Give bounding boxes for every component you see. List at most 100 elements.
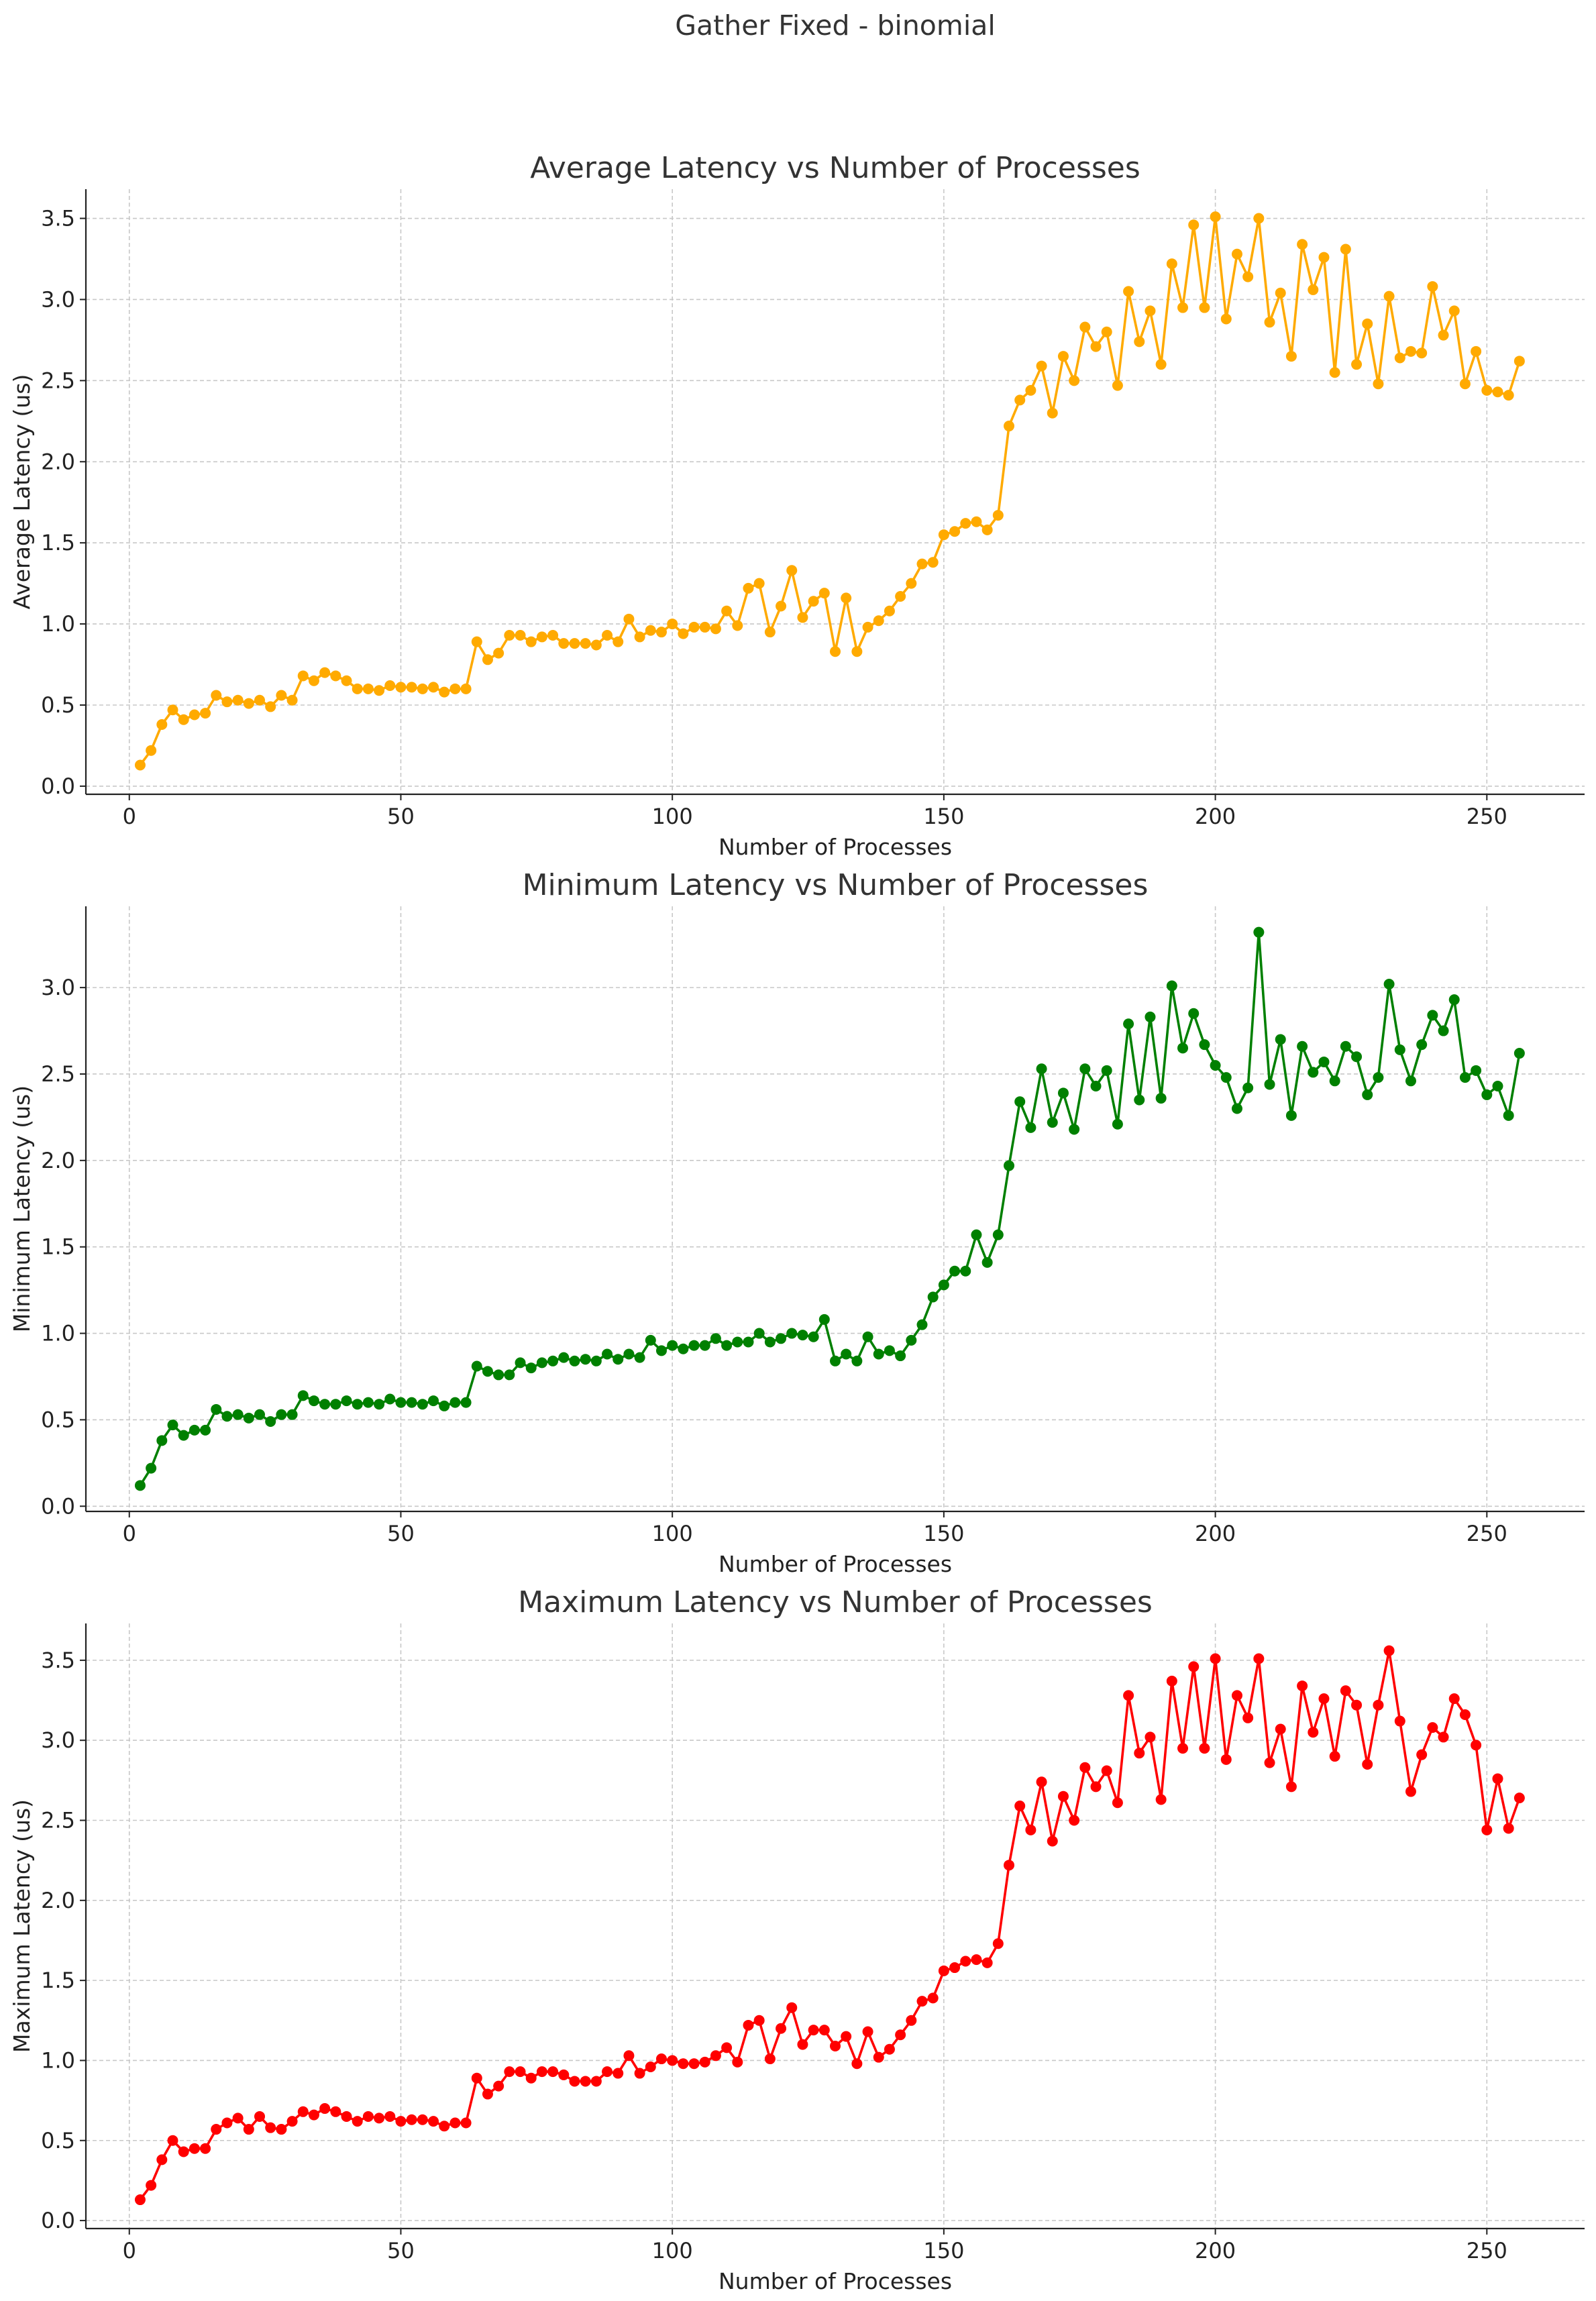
data-point xyxy=(1503,1823,1514,1834)
data-point xyxy=(1220,1754,1232,1765)
data-point xyxy=(569,2076,580,2087)
data-point xyxy=(449,683,461,694)
data-point xyxy=(786,2002,798,2013)
data-point xyxy=(764,1336,776,1348)
y-tick-label: 2.5 xyxy=(41,368,75,393)
data-point xyxy=(1014,1801,1026,1812)
data-point xyxy=(1438,329,1449,341)
data-point xyxy=(753,578,765,589)
data-point xyxy=(362,1397,374,1408)
data-point xyxy=(1513,356,1525,367)
data-point xyxy=(1057,1087,1069,1099)
data-point xyxy=(688,1340,700,1351)
y-tick-label: 2.0 xyxy=(41,1148,75,1173)
data-point xyxy=(341,2110,352,2122)
x-tick-label: 50 xyxy=(387,2238,415,2263)
data-point xyxy=(178,2146,189,2157)
data-point xyxy=(1101,1765,1112,1776)
y-tick-label: 1.5 xyxy=(41,530,75,555)
data-point xyxy=(841,2031,852,2042)
data-point xyxy=(211,2124,222,2135)
data-point xyxy=(1340,244,1351,255)
data-point xyxy=(482,1366,493,1377)
data-point xyxy=(146,1462,157,1474)
data-point xyxy=(341,1395,352,1407)
data-point xyxy=(406,682,417,693)
data-point xyxy=(862,2026,873,2037)
data-point xyxy=(938,1965,949,1976)
data-point xyxy=(655,2053,667,2065)
data-point xyxy=(1155,1794,1167,1805)
x-tick-label: 250 xyxy=(1467,1521,1507,1546)
data-point xyxy=(678,628,689,639)
data-point xyxy=(1275,287,1286,299)
data-point xyxy=(134,2194,146,2206)
data-point xyxy=(634,1352,645,1363)
data-point xyxy=(884,605,895,617)
data-point xyxy=(536,631,547,643)
data-point xyxy=(1090,1081,1102,1092)
data-point xyxy=(1459,1072,1471,1083)
data-point xyxy=(1112,1118,1123,1130)
data-point xyxy=(189,2143,200,2154)
data-point xyxy=(851,646,863,657)
data-point xyxy=(1318,1056,1330,1067)
data-point xyxy=(286,1409,298,1420)
data-point xyxy=(721,2042,733,2053)
data-point xyxy=(971,1954,982,1966)
x-tick-label: 50 xyxy=(387,1521,415,1546)
data-point xyxy=(1210,1653,1221,1664)
data-point xyxy=(623,613,635,625)
data-point xyxy=(1394,1715,1405,1727)
data-point xyxy=(1014,394,1026,406)
data-point xyxy=(1340,1685,1351,1697)
data-point xyxy=(167,704,178,716)
data-point xyxy=(286,2116,298,2127)
data-point xyxy=(536,2066,547,2078)
data-point xyxy=(515,1357,526,1369)
data-point xyxy=(655,1345,667,1356)
data-point xyxy=(1155,359,1167,370)
y-tick-label: 1.0 xyxy=(41,1321,75,1346)
data-point xyxy=(428,1395,439,1407)
data-point xyxy=(146,745,157,756)
data-point xyxy=(417,683,428,694)
data-point xyxy=(1362,1089,1373,1100)
data-point xyxy=(1177,302,1189,313)
data-point xyxy=(449,2117,461,2129)
data-point xyxy=(1405,1075,1416,1087)
x-tick-label: 200 xyxy=(1195,2238,1236,2263)
data-point xyxy=(1199,1039,1210,1051)
data-point xyxy=(1036,1776,1047,1788)
data-point xyxy=(776,1333,787,1344)
data-point xyxy=(602,1348,613,1360)
data-point xyxy=(1253,213,1265,224)
y-tick-label: 2.0 xyxy=(41,1888,75,1913)
data-point xyxy=(981,524,993,535)
data-point xyxy=(504,630,515,641)
data-point xyxy=(623,2050,635,2062)
data-point xyxy=(590,639,602,651)
data-point xyxy=(1503,1110,1514,1121)
data-point xyxy=(1351,1051,1363,1063)
x-tick-label: 150 xyxy=(923,804,964,829)
data-point xyxy=(460,2117,472,2129)
data-point xyxy=(1025,1824,1036,1835)
data-point xyxy=(319,667,331,678)
data-point xyxy=(1112,380,1123,391)
data-point xyxy=(732,620,743,631)
data-point xyxy=(308,1395,319,1407)
data-point xyxy=(471,636,482,647)
data-point xyxy=(678,2058,689,2070)
y-tick-label: 0.5 xyxy=(41,692,75,718)
data-point xyxy=(580,2076,591,2087)
data-point xyxy=(776,2023,787,2034)
data-point xyxy=(808,596,819,607)
data-point xyxy=(786,565,798,576)
data-point xyxy=(1101,1065,1112,1076)
data-point xyxy=(1220,1072,1232,1083)
y-tick-label: 3.0 xyxy=(41,1727,75,1753)
data-point xyxy=(352,1399,363,1410)
minimum-panel: 0 50 100 150 200 250 0.0 0.5 1.0 1.5 2.0 2.5 3.0 Mini… xyxy=(9,868,1585,1577)
data-point xyxy=(189,709,200,720)
